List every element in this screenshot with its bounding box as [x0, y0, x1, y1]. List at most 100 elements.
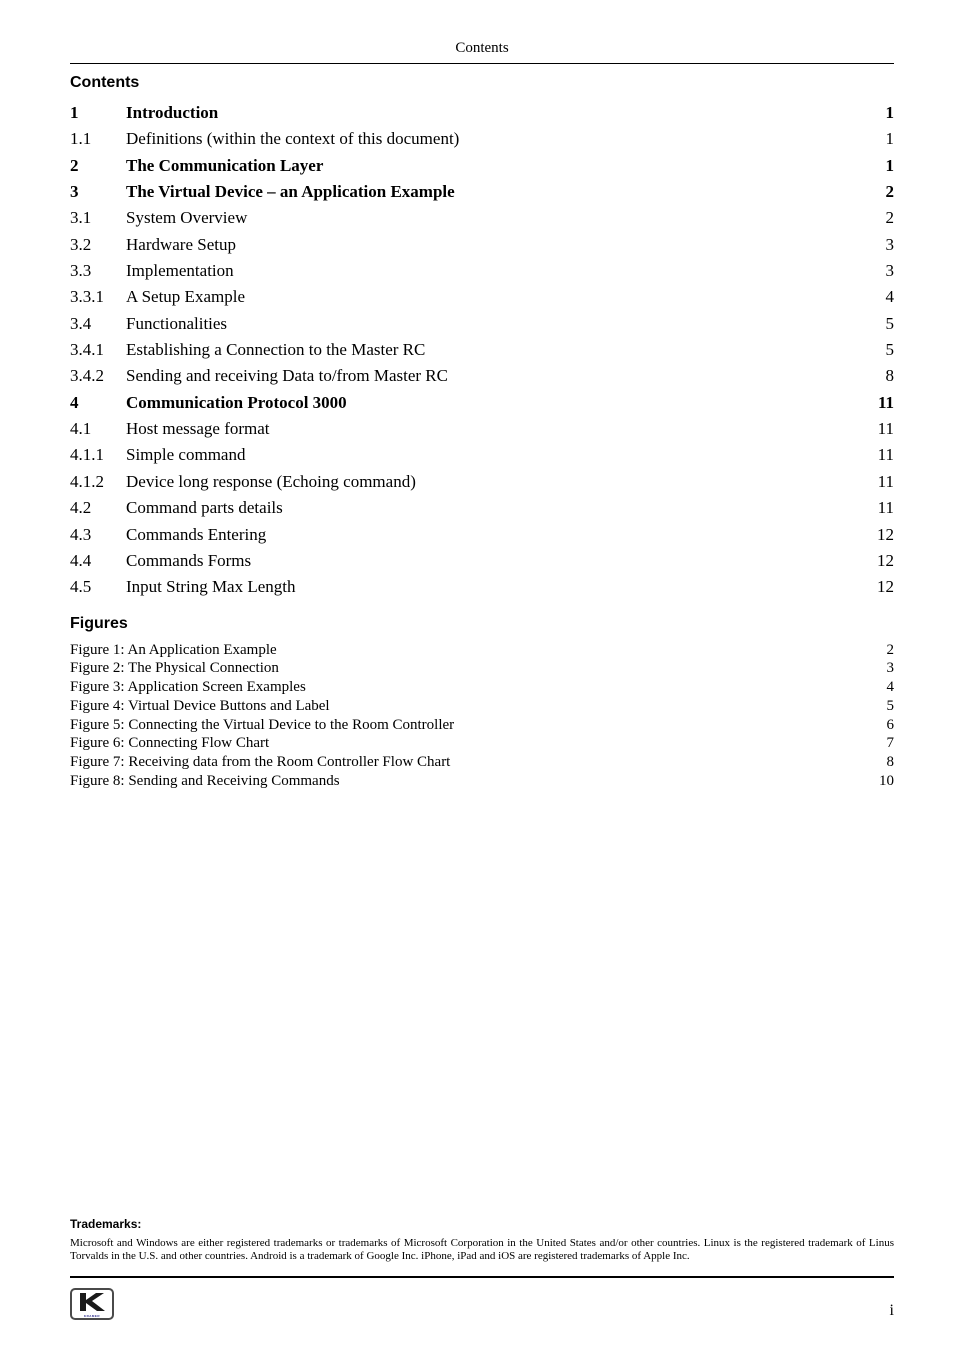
figure-entry-title: Figure 5: Connecting the Virtual Device …: [70, 716, 864, 735]
figure-entry-page: 6: [864, 716, 894, 735]
toc-entry-number: 3: [70, 179, 126, 205]
toc-entry-page: 12: [858, 548, 894, 574]
toc-entry[interactable]: 1.1Definitions (within the context of th…: [70, 126, 894, 152]
trademarks-title: Trademarks:: [70, 1217, 894, 1231]
toc-entry-page: 11: [858, 416, 894, 442]
toc-entry-title: System Overview: [126, 205, 858, 231]
toc-entry-number: 3.4.2: [70, 363, 126, 389]
figure-entry-page: 2: [864, 641, 894, 660]
toc-entry-title: Introduction: [126, 100, 858, 126]
toc-entry-page: 5: [858, 311, 894, 337]
figure-entry-title: Figure 7: Receiving data from the Room C…: [70, 753, 864, 772]
brand-logo-text: KRAMER: [72, 1314, 112, 1318]
figure-entry-title: Figure 4: Virtual Device Buttons and Lab…: [70, 697, 864, 716]
page-number: i: [890, 1302, 894, 1320]
figure-entry-title: Figure 8: Sending and Receiving Commands: [70, 772, 864, 791]
toc-entry[interactable]: 3.3Implementation3: [70, 258, 894, 284]
toc-entry-page: 11: [858, 442, 894, 468]
toc-entry[interactable]: 3.4.2Sending and receiving Data to/from …: [70, 363, 894, 389]
toc-entry-page: 1: [858, 126, 894, 152]
figure-entry[interactable]: Figure 1: An Application Example2: [70, 641, 894, 660]
toc-entry-title: Command parts details: [126, 495, 858, 521]
toc-entry-page: 11: [858, 469, 894, 495]
toc-entry[interactable]: 4.1.1Simple command11: [70, 442, 894, 468]
page-footer: KRAMER i: [70, 1276, 894, 1320]
toc-entry-page: 3: [858, 258, 894, 284]
figure-entry[interactable]: Figure 8: Sending and Receiving Commands…: [70, 772, 894, 791]
toc-entry-page: 11: [858, 390, 894, 416]
toc-entry-title: The Communication Layer: [126, 153, 858, 179]
figure-entry[interactable]: Figure 4: Virtual Device Buttons and Lab…: [70, 697, 894, 716]
toc-entry-page: 5: [858, 337, 894, 363]
toc-entry[interactable]: 4.3Commands Entering12: [70, 522, 894, 548]
toc-entry-number: 4.2: [70, 495, 126, 521]
header-rule: [70, 63, 894, 64]
toc-entry-page: 2: [858, 205, 894, 231]
toc-entry-number: 4.1.1: [70, 442, 126, 468]
figure-entry[interactable]: Figure 6: Connecting Flow Chart7: [70, 734, 894, 753]
toc-entry[interactable]: 4.5Input String Max Length12: [70, 574, 894, 600]
figure-entry-page: 8: [864, 753, 894, 772]
figure-entry-page: 4: [864, 678, 894, 697]
toc-entry-number: 4: [70, 390, 126, 416]
toc-entry[interactable]: 4.4Commands Forms12: [70, 548, 894, 574]
figure-entry-page: 7: [864, 734, 894, 753]
toc-entry-number: 3.2: [70, 232, 126, 258]
toc-entry-number: 4.4: [70, 548, 126, 574]
toc-entry-number: 1: [70, 100, 126, 126]
toc-entry[interactable]: 4.2Command parts details11: [70, 495, 894, 521]
toc-entry[interactable]: 3.1System Overview2: [70, 205, 894, 231]
toc-entry[interactable]: 2The Communication Layer1: [70, 153, 894, 179]
toc-entry-number: 4.1: [70, 416, 126, 442]
toc-entry-title: Definitions (within the context of this …: [126, 126, 858, 152]
toc-entry-title: Simple command: [126, 442, 858, 468]
toc-entry[interactable]: 4.1Host message format11: [70, 416, 894, 442]
toc-entry-title: Host message format: [126, 416, 858, 442]
figure-entry[interactable]: Figure 3: Application Screen Examples4: [70, 678, 894, 697]
toc-entry[interactable]: 4Communication Protocol 300011: [70, 390, 894, 416]
toc-entry-title: Input String Max Length: [126, 574, 858, 600]
toc-entry-number: 2: [70, 153, 126, 179]
toc-entry[interactable]: 3.2Hardware Setup3: [70, 232, 894, 258]
toc-entry-number: 3.3: [70, 258, 126, 284]
footer-rule: [70, 1276, 894, 1278]
toc-entry-page: 8: [858, 363, 894, 389]
toc-entry-title: A Setup Example: [126, 284, 858, 310]
toc-entry[interactable]: 3.4Functionalities5: [70, 311, 894, 337]
toc-entry-number: 4.3: [70, 522, 126, 548]
toc-entry-number: 1.1: [70, 126, 126, 152]
toc-list: 1Introduction11.1Definitions (within the…: [70, 100, 894, 601]
figure-entry-page: 5: [864, 697, 894, 716]
figure-entry-page: 3: [864, 659, 894, 678]
toc-entry-page: 1: [858, 100, 894, 126]
toc-entry-number: 3.1: [70, 205, 126, 231]
trademarks-body: Microsoft and Windows are either registe…: [70, 1237, 894, 1265]
toc-entry[interactable]: 3.4.1Establishing a Connection to the Ma…: [70, 337, 894, 363]
figure-entry[interactable]: Figure 2: The Physical Connection3: [70, 659, 894, 678]
toc-entry[interactable]: 3.3.1A Setup Example4: [70, 284, 894, 310]
figure-entry-title: Figure 6: Connecting Flow Chart: [70, 734, 864, 753]
figures-list: Figure 1: An Application Example2Figure …: [70, 641, 894, 791]
toc-entry-page: 12: [858, 574, 894, 600]
toc-entry-title: Sending and receiving Data to/from Maste…: [126, 363, 858, 389]
toc-entry[interactable]: 1Introduction1: [70, 100, 894, 126]
toc-entry-number: 3.4.1: [70, 337, 126, 363]
figure-entry-title: Figure 3: Application Screen Examples: [70, 678, 864, 697]
toc-entry-page: 1: [858, 153, 894, 179]
toc-entry-number: 4.5: [70, 574, 126, 600]
toc-entry-number: 3.4: [70, 311, 126, 337]
toc-entry-title: Communication Protocol 3000: [126, 390, 858, 416]
brand-logo: KRAMER: [70, 1288, 114, 1320]
figures-heading: Figures: [70, 615, 894, 633]
toc-entry[interactable]: 3The Virtual Device – an Application Exa…: [70, 179, 894, 205]
toc-entry[interactable]: 4.1.2Device long response (Echoing comma…: [70, 469, 894, 495]
toc-entry-title: Commands Forms: [126, 548, 858, 574]
toc-entry-page: 12: [858, 522, 894, 548]
figure-entry[interactable]: Figure 5: Connecting the Virtual Device …: [70, 716, 894, 735]
toc-entry-title: Hardware Setup: [126, 232, 858, 258]
toc-entry-title: Implementation: [126, 258, 858, 284]
figure-entry[interactable]: Figure 7: Receiving data from the Room C…: [70, 753, 894, 772]
toc-entry-title: Establishing a Connection to the Master …: [126, 337, 858, 363]
figure-entry-title: Figure 1: An Application Example: [70, 641, 864, 660]
trademarks-block: Trademarks: Microsoft and Windows are ei…: [70, 1203, 894, 1265]
